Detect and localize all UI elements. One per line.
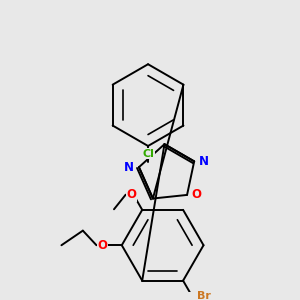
Text: O: O xyxy=(127,188,136,201)
Text: O: O xyxy=(97,239,107,252)
Text: N: N xyxy=(124,161,134,174)
Text: N: N xyxy=(199,155,209,168)
Text: Cl: Cl xyxy=(142,149,154,159)
Text: O: O xyxy=(192,188,202,201)
Text: Br: Br xyxy=(196,291,211,300)
